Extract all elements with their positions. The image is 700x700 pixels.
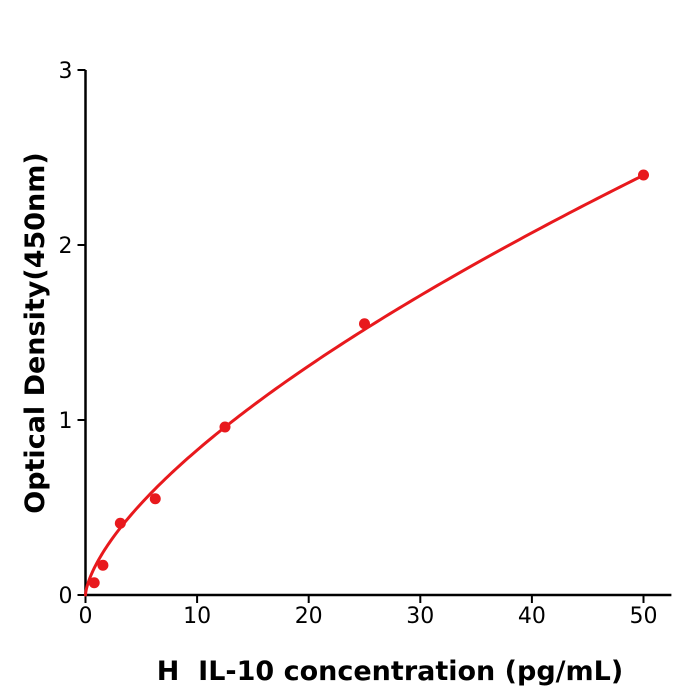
x-axis-title: H IL-10 concentration (pg/mL) xyxy=(157,656,623,687)
data-point xyxy=(359,318,370,330)
x-tick-label: 0 xyxy=(79,604,93,629)
x-tick-label: 20 xyxy=(295,604,323,629)
data-point xyxy=(88,577,100,589)
y-tick-label: 3 xyxy=(59,59,73,84)
y-tick-label: 1 xyxy=(59,409,73,434)
x-axis-ticks: 0 10 20 30 40 50 xyxy=(79,595,658,629)
x-tick-label: 10 xyxy=(183,604,211,629)
data-point xyxy=(97,559,109,571)
data-points xyxy=(88,169,649,589)
x-tick-label: 50 xyxy=(630,604,658,629)
data-point xyxy=(219,421,231,433)
y-axis-title: Optical Density(450nm) xyxy=(20,152,51,514)
x-tick-label: 40 xyxy=(518,604,546,629)
y-axis-ticks: 0 1 2 3 xyxy=(59,59,86,609)
data-point xyxy=(638,169,649,181)
data-point xyxy=(114,517,126,529)
axes xyxy=(84,70,672,597)
y-tick-label: 2 xyxy=(59,234,73,259)
y-tick-label: 0 xyxy=(59,584,73,609)
data-point xyxy=(149,493,161,505)
fit-curve-line xyxy=(84,173,645,597)
x-tick-label: 30 xyxy=(406,604,434,629)
